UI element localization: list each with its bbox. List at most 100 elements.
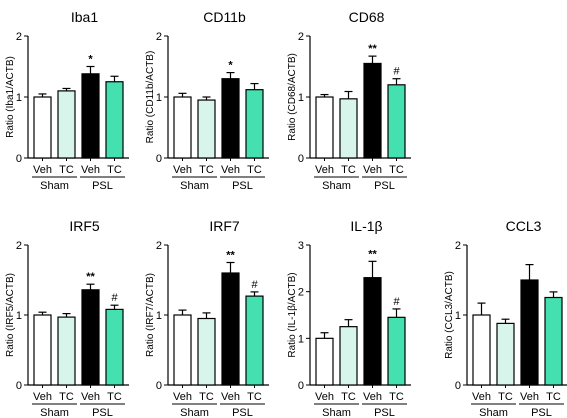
y-tick-label: 0 xyxy=(156,153,162,165)
category-label: Veh xyxy=(221,391,240,403)
chart-title: CCL3 xyxy=(506,218,542,234)
bar xyxy=(57,90,76,159)
chart-title: CD11b xyxy=(203,9,246,25)
bar xyxy=(221,78,240,159)
group-label-psl: PSL xyxy=(92,180,113,192)
bar xyxy=(173,96,192,159)
category-label: Veh xyxy=(221,164,240,176)
y-axis-label: Ratio (CD68/ACTB) xyxy=(287,53,298,141)
bar xyxy=(544,296,563,386)
y-tick-label: 2 xyxy=(156,31,162,43)
y-tick-label: 0 xyxy=(298,380,304,392)
y-tick-label: 2 xyxy=(16,240,22,252)
group-label-sham: Sham xyxy=(479,407,508,418)
category-label: Veh xyxy=(33,164,52,176)
group-label-psl: PSL xyxy=(374,407,395,418)
significance-mark: # xyxy=(111,292,118,304)
y-tick-label: 0 xyxy=(298,153,304,165)
category-label: Veh xyxy=(173,391,192,403)
significance-mark: ** xyxy=(368,43,377,55)
category-label: TC xyxy=(199,164,214,176)
category-label: TC xyxy=(341,164,356,176)
bar xyxy=(387,316,406,386)
category-label: TC xyxy=(199,391,214,403)
bar xyxy=(472,314,491,386)
y-tick-label: 3 xyxy=(298,240,304,252)
y-tick-label: 1 xyxy=(156,310,162,322)
y-axis-label: Ratio (IL-1β/ACTB) xyxy=(287,272,298,357)
y-tick-label: 1 xyxy=(156,92,162,104)
bar xyxy=(339,326,358,386)
y-tick-label: 2 xyxy=(298,31,304,43)
y-axis-label: Ratio (IRF5/ACTB) xyxy=(5,273,16,357)
significance-mark: ** xyxy=(226,250,235,262)
category-label: TC xyxy=(546,391,561,403)
category-label: Veh xyxy=(81,391,100,403)
chart-title: Iba1 xyxy=(71,9,98,25)
bar xyxy=(363,62,382,159)
category-label: TC xyxy=(247,391,262,403)
bar xyxy=(197,99,216,159)
bar xyxy=(33,314,52,386)
group-label-sham: Sham xyxy=(180,407,209,418)
y-tick-label: 1 xyxy=(298,92,304,104)
bar xyxy=(57,316,76,386)
category-label: Veh xyxy=(363,391,382,403)
y-tick-label: 1 xyxy=(16,92,22,104)
bar xyxy=(173,314,192,386)
bar xyxy=(387,84,406,159)
group-label-sham: Sham xyxy=(40,407,69,418)
bar xyxy=(221,272,240,386)
bar xyxy=(315,96,334,159)
category-label: Veh xyxy=(520,391,539,403)
bar xyxy=(339,98,358,159)
y-axis-label: Ratio (CCL3/ACTB) xyxy=(444,271,455,359)
category-label: Veh xyxy=(315,164,334,176)
bar xyxy=(197,317,216,386)
group-label-sham: Sham xyxy=(322,180,351,192)
y-axis-label: Ratio (Iba1/ACTB) xyxy=(5,56,16,138)
group-label-sham: Sham xyxy=(180,180,209,192)
category-label: Veh xyxy=(472,391,491,403)
y-tick-label: 2 xyxy=(298,287,304,299)
category-label: TC xyxy=(389,164,404,176)
bar xyxy=(105,308,124,386)
group-label-psl: PSL xyxy=(92,407,113,418)
category-label: TC xyxy=(247,164,262,176)
category-label: TC xyxy=(341,391,356,403)
group-label-psl: PSL xyxy=(232,407,253,418)
y-tick-label: 1 xyxy=(298,333,304,345)
bar xyxy=(363,277,382,386)
chart-title: IL-1β xyxy=(350,218,382,234)
chart-title: IRF7 xyxy=(209,218,240,234)
significance-mark: * xyxy=(88,54,93,66)
category-label: TC xyxy=(59,164,74,176)
category-label: Veh xyxy=(315,391,334,403)
category-label: TC xyxy=(498,391,513,403)
bar xyxy=(105,81,124,159)
significance-mark: ** xyxy=(368,248,377,260)
significance-mark: # xyxy=(393,66,400,78)
y-tick-label: 0 xyxy=(16,153,22,165)
bar xyxy=(315,337,334,386)
bar xyxy=(33,96,52,159)
significance-mark: # xyxy=(251,279,258,291)
significance-mark: ** xyxy=(86,271,95,283)
group-label-psl: PSL xyxy=(232,180,253,192)
y-axis-label: Ratio (IRF7/ACTB) xyxy=(145,273,156,357)
y-tick-label: 0 xyxy=(455,380,461,392)
y-tick-label: 2 xyxy=(455,240,461,252)
bar xyxy=(81,73,100,159)
y-tick-label: 1 xyxy=(455,310,461,322)
group-label-sham: Sham xyxy=(40,180,69,192)
group-label-sham: Sham xyxy=(322,407,351,418)
category-label: TC xyxy=(389,391,404,403)
y-tick-label: 2 xyxy=(156,240,162,252)
group-label-psl: PSL xyxy=(374,180,395,192)
y-tick-label: 2 xyxy=(16,31,22,43)
y-tick-label: 1 xyxy=(16,310,22,322)
y-axis-label: Ratio (CD11b/ACTB) xyxy=(145,51,156,144)
category-label: Veh xyxy=(173,164,192,176)
category-label: TC xyxy=(107,164,122,176)
